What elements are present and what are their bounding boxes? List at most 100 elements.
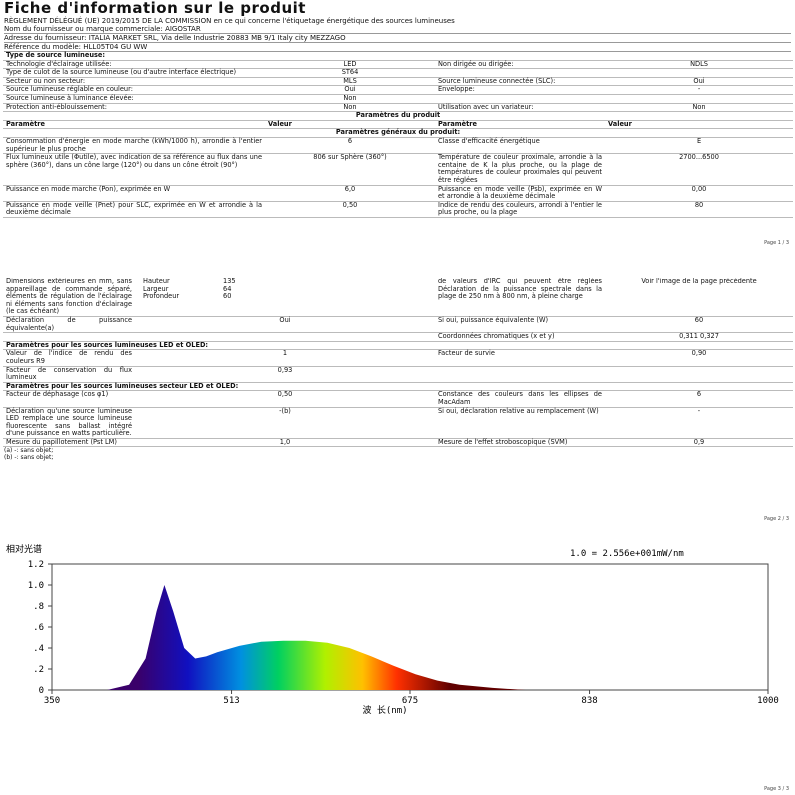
dimension-value: 60 <box>223 292 232 301</box>
table-row: Déclaration de puissance équivalente(a) O… <box>3 316 793 334</box>
y-tick-label: 1.0 <box>28 581 44 591</box>
value-cell: Voir l'image de la page précédente <box>605 278 793 317</box>
value-cell: - <box>605 86 794 95</box>
table-row: Source lumineuse à luminance élevée: Non <box>3 94 794 104</box>
value-cell: 1,0 <box>135 438 435 448</box>
label-cell: Valeur de l'indice de rendu des couleurs… <box>3 349 135 367</box>
label-cell <box>435 68 605 78</box>
label-cell: Température de couleur proximale, arrond… <box>435 153 605 186</box>
value-cell: 806 sur Sphère (360°) <box>265 153 435 186</box>
x-tick-label: 513 <box>223 696 239 706</box>
value-cell: Non <box>265 94 435 104</box>
label-cell: Technologie d'éclairage utilisée: <box>3 60 265 70</box>
dimension-row: Hauteur 135 <box>141 278 301 286</box>
value-cell: 0,00 <box>605 185 794 202</box>
x-axis-label: 波 长(nm) <box>362 704 407 716</box>
table-row: Coordonnées chromatiques (x et y) 0,311 0… <box>3 333 793 342</box>
label-cell: Protection anti-éblouissement: <box>3 103 265 113</box>
value-cell: NDLS <box>605 60 794 70</box>
x-tick-label: 1000 <box>757 696 779 706</box>
x-tick-label: 838 <box>581 696 597 706</box>
label-cell: Enveloppe: <box>435 86 605 95</box>
value-cell: MLS <box>265 77 435 87</box>
page-2: Dimensions extérieures en mm, sans appar… <box>0 278 795 528</box>
label-cell: Dimensions extérieures en mm, sans appar… <box>3 278 135 317</box>
value-cell: 0,90 <box>605 349 793 367</box>
label-cell: Si oui, déclaration relative au remplace… <box>435 407 605 439</box>
table-row: Source lumineuse réglable en couleur: Oui… <box>3 86 794 95</box>
supplier-name: Nom du fournisseur ou marque commerciale… <box>4 25 791 34</box>
y-tick-label: .2 <box>33 665 44 675</box>
x-tick-label: 675 <box>402 696 418 706</box>
label-cell: Secteur ou non secteur: <box>3 77 265 87</box>
label-cell: Source lumineuse à luminance élevée: <box>3 94 265 104</box>
value-cell: Valeur <box>265 120 435 130</box>
label-cell: Paramètre <box>3 120 265 130</box>
value-cell: Oui <box>265 86 435 95</box>
table-row: Type de source lumineuse: <box>3 51 794 61</box>
dimensions: Hauteur 135 Largeur 64 Profondeur 60 <box>141 278 301 301</box>
label-cell: Constance des couleurs dans les ellipses… <box>435 390 605 408</box>
dimension-value: 135 <box>223 278 236 285</box>
dimension-name: Largeur <box>143 284 169 293</box>
label-cell: Non dirigée ou dirigée: <box>435 60 605 70</box>
value-cell: 60 <box>605 316 793 334</box>
table-row: Type de culot de la source lumineuse (ou… <box>3 68 794 78</box>
table-row: Puissance en mode marche (Pon), exprimée… <box>3 185 794 202</box>
value-cell: 0,9 <box>605 438 793 448</box>
value-cell: E <box>605 137 794 155</box>
label-cell: Puissance en mode veille (Pnet) pour SLC… <box>3 201 265 218</box>
value-cell: 0,50 <box>265 201 435 218</box>
value-cell: 6 <box>605 390 793 408</box>
table-row: Secteur ou non secteur: MLS Source lumineu… <box>3 77 794 87</box>
section-heading: Paramètres du produit <box>3 112 794 121</box>
footer: Page 3 / 3 <box>764 786 789 792</box>
value-cell: -(b) <box>135 407 435 439</box>
value-cell: Oui <box>135 316 435 334</box>
note: (b) -: sans objet; <box>4 454 54 462</box>
dimension-value: 64 <box>223 284 232 293</box>
table-row: Déclaration qu'une source lumineuse LED … <box>3 407 793 439</box>
label-cell <box>435 94 605 104</box>
value-cell: - <box>605 407 793 439</box>
dimension-name: Hauteur <box>143 278 170 285</box>
value-cell: Oui <box>605 77 794 87</box>
table-row: Mesure du papillotement (Pst LM) 1,0 Mesur… <box>3 438 793 448</box>
section-heading: Paramètres généraux du produit: <box>3 129 794 138</box>
value-cell: Hauteur 135 Largeur 64 Profondeur 60 <box>135 278 435 317</box>
value-cell: ST64 <box>265 69 435 78</box>
table-row: Paramètres pour les sources lumineuses s… <box>3 382 793 392</box>
value-cell <box>135 332 435 342</box>
scale-note: 1.0 = 2.556e+001mW/nm <box>570 549 684 559</box>
value-cell: 6 <box>265 137 435 155</box>
x-tick-label: 350 <box>44 696 60 706</box>
label-cell: de valeurs d'IRC qui peuvent être réglée… <box>435 278 605 317</box>
section-heading: Type de source lumineuse: <box>3 51 794 61</box>
label-cell: Coordonnées chromatiques (x et y) <box>435 333 605 342</box>
label-cell: Mesure de l'effet stroboscopique (SVM) <box>435 438 605 448</box>
note: (a) -: sans objet; <box>4 447 54 455</box>
value-cell: 0,50 <box>135 390 435 408</box>
table-row: Protection anti-éblouissement: Non Utilisa… <box>3 103 794 113</box>
y-tick-label: 1.2 <box>28 560 44 570</box>
table-row: Paramètre Valeur Paramètre Valeur <box>3 120 794 130</box>
section-heading: Paramètres pour les sources lumineuses s… <box>3 382 793 392</box>
label-cell: Puissance en mode marche (Pon), exprimée… <box>3 185 265 202</box>
label-cell: Consommation d'énergie en mode marche (k… <box>3 137 265 155</box>
regulation: RÈGLEMENT DÉLÉGUÉ (UE) 2019/2015 DE LA C… <box>4 17 455 25</box>
table-row: Facteur de déphasage (cos φ1) 0,50 Constan… <box>3 390 793 408</box>
label-cell: Classe d'efficacité énergétique <box>435 137 605 155</box>
dimension-name: Profondeur <box>143 292 180 301</box>
footer: Page 2 / 3 <box>764 516 789 522</box>
label-cell <box>435 366 605 383</box>
supplier-address: Adresse du fournisseur: ITALIA MARKET SR… <box>4 34 791 43</box>
label-cell: Type de culot de la source lumineuse (ou… <box>3 69 265 78</box>
label-cell: Déclaration de puissance équivalente(a) <box>3 316 135 334</box>
chart-title: 相对光谱 <box>6 543 42 555</box>
table-row: Consommation d'énergie en mode marche (k… <box>3 137 794 155</box>
table-row: Puissance en mode veille (Pnet) pour SLC… <box>3 201 794 218</box>
label-cell: Utilisation avec un variateur: <box>435 103 605 113</box>
label-cell: Puissance en mode veille (Psb), exprimée… <box>435 185 605 202</box>
model: Référence du modèle: HLL05T04 GU WW <box>4 43 791 52</box>
